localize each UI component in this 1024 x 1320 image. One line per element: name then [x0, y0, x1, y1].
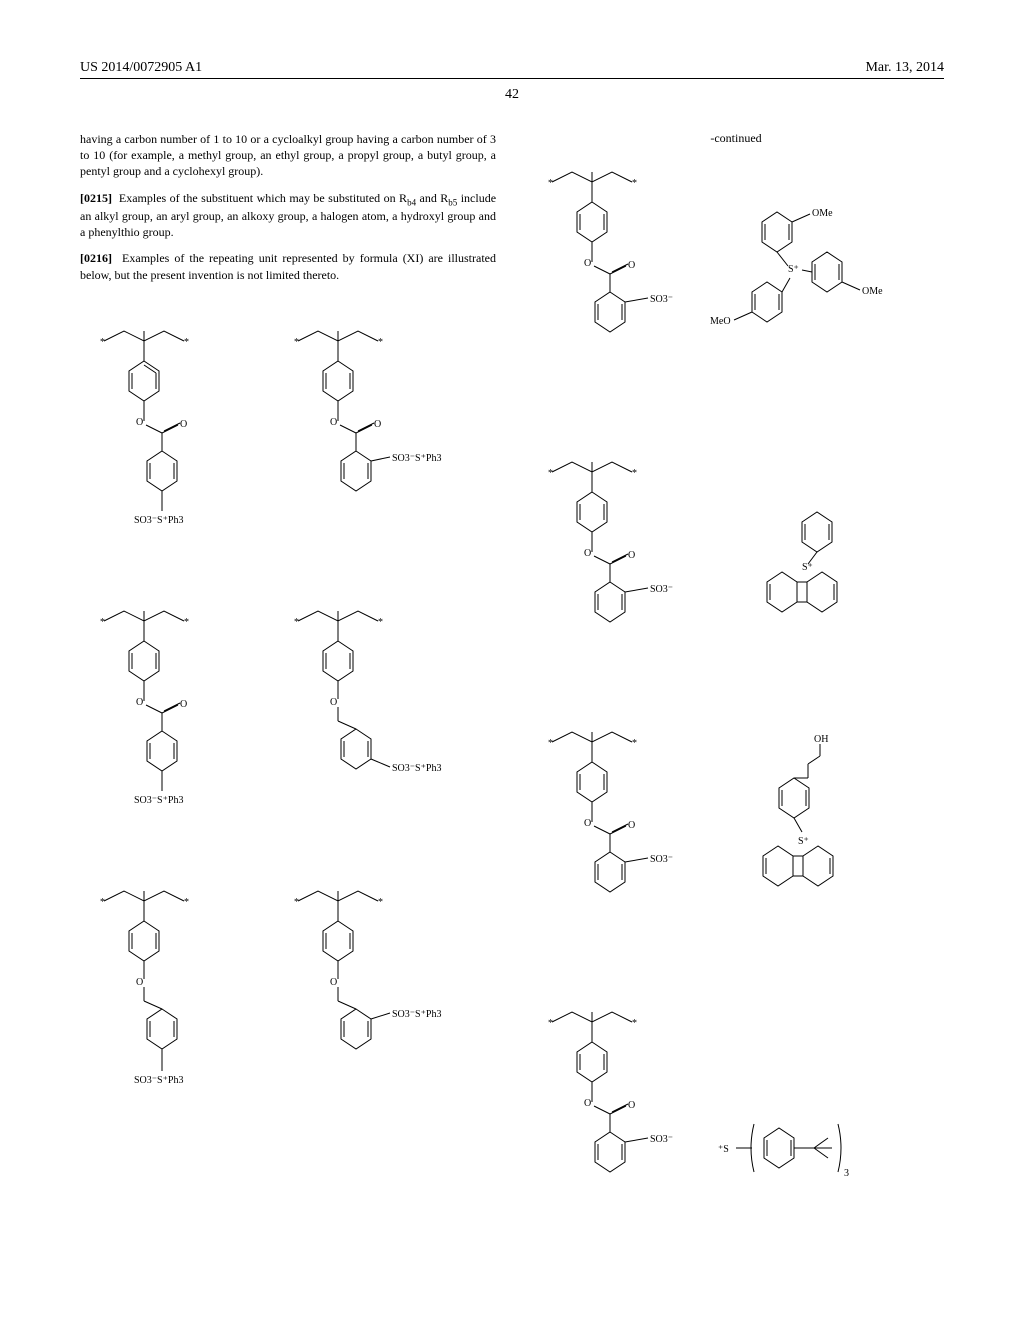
svg-text:*: * — [632, 1018, 637, 1029]
chem-structure-icon: * * O — [278, 601, 468, 841]
para-0215-sub1: b4 — [407, 197, 416, 207]
svg-text:OMe: OMe — [862, 286, 883, 297]
svg-text:*: * — [378, 897, 383, 908]
structure-row-1: * * O O — [80, 317, 496, 597]
chem-structure-icon: * * O O — [532, 1002, 932, 1232]
svg-text:*: * — [100, 617, 105, 628]
two-column-layout: having a carbon number of 1 to 10 or a c… — [80, 131, 944, 1248]
svg-text:OMe: OMe — [812, 208, 833, 219]
structure-6: * * O — [274, 877, 472, 1155]
svg-text:SO3⁻: SO3⁻ — [650, 1134, 673, 1145]
svg-text:*: * — [294, 897, 299, 908]
svg-text:O: O — [584, 818, 591, 829]
svg-text:S⁺: S⁺ — [798, 836, 809, 847]
svg-text:*: * — [100, 897, 105, 908]
svg-text:S⁺: S⁺ — [802, 562, 813, 573]
svg-text:SO3⁻S⁺Ph3: SO3⁻S⁺Ph3 — [392, 453, 441, 464]
svg-text:*: * — [184, 617, 189, 628]
svg-text:SO3⁻S⁺Ph3: SO3⁻S⁺Ph3 — [134, 515, 183, 526]
svg-text:O: O — [374, 419, 381, 430]
svg-text:SO3⁻: SO3⁻ — [650, 294, 673, 305]
svg-text:SO3⁻S⁺Ph3: SO3⁻S⁺Ph3 — [392, 763, 441, 774]
structure-2: * * O O — [274, 317, 472, 585]
svg-text:OH: OH — [814, 734, 828, 745]
structure-1: * * O O — [80, 317, 258, 585]
para-0216-num: [0216] — [80, 251, 112, 265]
structure-r1: * * O O — [528, 158, 944, 436]
svg-text:*: * — [632, 738, 637, 749]
svg-text:O: O — [330, 977, 337, 988]
svg-text:O: O — [584, 258, 591, 269]
chem-structure-icon: * * O O — [84, 601, 254, 861]
structure-row-3: * * O — [80, 877, 496, 1167]
svg-text:*: * — [548, 738, 553, 749]
publication-date: Mar. 13, 2014 — [865, 60, 944, 76]
para-0215-text-b: and R — [416, 191, 448, 205]
structure-5: * * O — [80, 877, 258, 1155]
svg-text:*: * — [632, 468, 637, 479]
svg-text:*: * — [294, 617, 299, 628]
svg-text:O: O — [628, 820, 635, 831]
chem-structure-icon: * * O O — [532, 722, 932, 982]
chem-structure-icon: * * O — [84, 881, 254, 1151]
page-number: 42 — [80, 87, 944, 103]
para-0215-text-a: Examples of the substituent which may be… — [119, 191, 407, 205]
paragraph-0215: [0215] Examples of the substituent which… — [80, 190, 496, 241]
structure-r4: * * O O — [528, 998, 944, 1236]
svg-text:O: O — [180, 699, 187, 710]
svg-text:*: * — [548, 1018, 553, 1029]
svg-text:*: * — [378, 617, 383, 628]
chem-structure-icon: * * O O — [532, 452, 932, 702]
svg-text:SO3⁻: SO3⁻ — [650, 584, 673, 595]
svg-text:⁺S: ⁺S — [718, 1144, 729, 1155]
svg-text:*: * — [378, 337, 383, 348]
svg-text:O: O — [330, 697, 337, 708]
chem-structure-icon: * * O — [278, 881, 468, 1111]
lead-paragraph: having a carbon number of 1 to 10 or a c… — [80, 131, 496, 180]
svg-text:O: O — [330, 417, 337, 428]
svg-text:O: O — [628, 1100, 635, 1111]
svg-text:O: O — [136, 417, 143, 428]
svg-text:*: * — [548, 468, 553, 479]
structure-row-2: * * O O — [80, 597, 496, 877]
svg-text:O: O — [584, 548, 591, 559]
structure-3: * * O O — [80, 597, 258, 865]
svg-text:*: * — [184, 337, 189, 348]
publication-number: US 2014/0072905 A1 — [80, 60, 202, 76]
svg-text:3: 3 — [844, 1168, 849, 1179]
continued-label: -continued — [528, 131, 944, 146]
svg-text:O: O — [136, 977, 143, 988]
svg-text:O: O — [136, 697, 143, 708]
chem-structure-icon: * * O O — [84, 321, 254, 581]
svg-text:O: O — [628, 550, 635, 561]
svg-text:*: * — [184, 897, 189, 908]
paragraph-0216: [0216] Examples of the repeating unit re… — [80, 250, 496, 282]
svg-text:SO3⁻S⁺Ph3: SO3⁻S⁺Ph3 — [134, 795, 183, 806]
svg-text:SO3⁻S⁺Ph3: SO3⁻S⁺Ph3 — [134, 1075, 183, 1086]
svg-text:O: O — [584, 1098, 591, 1109]
header-row: US 2014/0072905 A1 Mar. 13, 2014 — [80, 60, 944, 79]
svg-text:O: O — [628, 260, 635, 271]
svg-text:*: * — [632, 178, 637, 189]
svg-text:S⁺: S⁺ — [788, 264, 799, 275]
para-0215-num: [0215] — [80, 191, 112, 205]
left-column: having a carbon number of 1 to 10 or a c… — [80, 131, 496, 1248]
svg-text:MeO: MeO — [710, 316, 731, 327]
svg-text:SO3⁻: SO3⁻ — [650, 854, 673, 865]
svg-text:SO3⁻S⁺Ph3: SO3⁻S⁺Ph3 — [392, 1009, 441, 1020]
svg-text:*: * — [100, 337, 105, 348]
structure-r2: * * O O — [528, 448, 944, 706]
para-0216-text: Examples of the repeating unit represent… — [80, 251, 496, 281]
structure-4: * * O — [274, 597, 472, 865]
chem-structure-icon: * * O O — [278, 321, 468, 541]
svg-text:O: O — [180, 419, 187, 430]
structure-r3: * * O O — [528, 718, 944, 986]
chem-structure-icon: * * O O — [532, 162, 932, 432]
para-0215-sub2: b5 — [448, 197, 457, 207]
svg-text:*: * — [294, 337, 299, 348]
right-column: -continued * * O — [528, 131, 944, 1248]
svg-text:*: * — [548, 178, 553, 189]
